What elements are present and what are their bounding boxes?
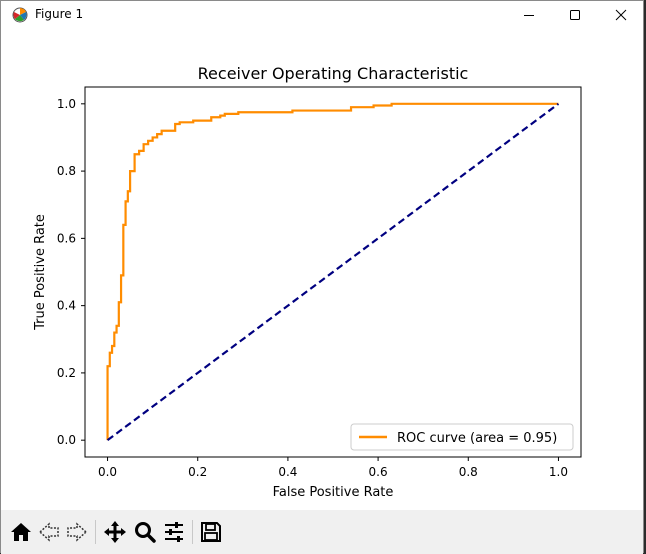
y-tick-label: 0.0 [57,433,76,447]
x-tick-label: 0.2 [188,465,207,479]
forward-button[interactable] [63,518,91,546]
zoom-button[interactable] [131,518,159,546]
diagonal-reference-line [106,102,560,442]
x-tick-label: 1.0 [549,465,568,479]
chart-title: Receiver Operating Characteristic [198,64,469,83]
close-button[interactable] [598,1,644,29]
figure-canvas[interactable]: Receiver Operating Characteristic 0.0 0.2… [1,29,643,509]
minimize-icon [524,15,534,16]
save-button[interactable] [197,518,225,546]
x-axis-label: False Positive Rate [273,485,394,500]
minimize-button[interactable] [506,1,552,29]
navigation-toolbar [1,510,643,554]
zoom-icon [135,522,156,543]
maximize-button[interactable] [552,1,598,29]
y-tick-label: 0.2 [57,366,76,380]
x-tick-label: 0.8 [459,465,478,479]
y-tick-label: 0.8 [57,164,76,178]
forward-icon [67,522,88,542]
legend-box [350,423,574,451]
y-tick-label: 1.0 [57,97,76,111]
home-icon [11,523,31,541]
home-button[interactable] [7,518,35,546]
title-bar[interactable]: Figure 1 [1,1,643,29]
y-axis-label: True Positive Rate [33,214,48,331]
pan-button[interactable] [101,518,129,546]
close-icon [615,9,627,21]
x-tick-label: 0.4 [278,465,297,479]
roc-chart: Receiver Operating Characteristic 0.0 0.2… [33,64,582,500]
configure-subplots-icon [165,522,183,542]
back-icon [38,522,59,542]
legend: ROC curve (area = 0.95) [350,423,574,451]
matplotlib-app-icon [11,6,29,24]
toolbar-separator [95,520,96,544]
x-tick-label: 0.0 [98,465,117,479]
configure-subplots-button[interactable] [160,518,188,546]
back-button[interactable] [35,518,63,546]
y-tick-label: 0.6 [57,231,76,245]
pan-icon [104,521,126,543]
roc-curve-line [106,102,559,441]
x-tick-label: 0.6 [369,465,388,479]
toolbar-separator [192,520,193,544]
axes-frame [84,86,582,458]
y-tick-label: 0.4 [57,299,76,313]
save-icon [201,522,221,542]
maximize-icon [570,10,580,20]
window-title: Figure 1 [35,7,84,21]
legend-label-roc: ROC curve (area = 0.95) [397,431,557,446]
